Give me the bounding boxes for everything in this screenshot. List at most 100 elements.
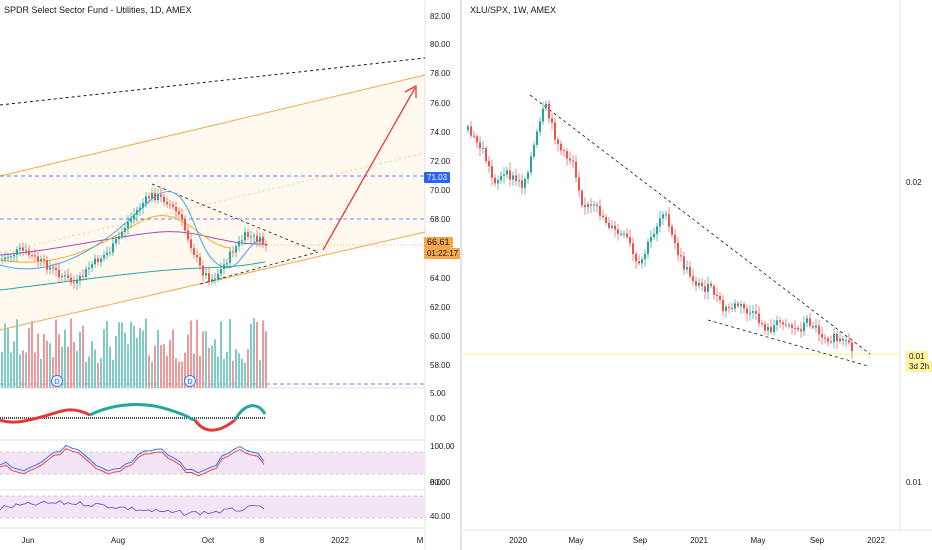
ratio-countdown-tag: 3d 2h	[906, 361, 932, 372]
volume-bar	[121, 322, 123, 388]
left-price-axis: 82.00 80.00 78.00 76.00 74.00 72.00 70.00 68.00…	[430, 12, 455, 521]
ratio-candle-body	[542, 108, 544, 122]
candle-body	[148, 196, 150, 199]
ratio-candle-body	[593, 204, 595, 206]
candle-body	[235, 246, 237, 253]
volume-bar	[118, 322, 120, 388]
momentum-oscillator	[0, 403, 267, 432]
candle-body	[31, 255, 33, 257]
rsi-indicator	[0, 495, 425, 519]
candle-body	[70, 277, 72, 283]
ratio-candle-body	[761, 323, 763, 325]
pane-divider[interactable]	[460, 0, 462, 550]
volume-bar	[217, 356, 219, 388]
ratio-candle-body	[746, 308, 748, 314]
ratio-candle-body	[572, 160, 574, 162]
ratio-candle-body	[848, 340, 850, 343]
candle-body	[49, 267, 51, 270]
stochastic-indicator	[0, 444, 425, 477]
candle-body	[97, 258, 99, 263]
candle-body	[181, 214, 183, 220]
ma-50-line	[0, 215, 231, 263]
last-price-tag: 66.61	[424, 237, 453, 248]
candle-body	[46, 260, 48, 270]
candle-body	[193, 248, 195, 255]
ratio-candle-body	[842, 338, 844, 341]
ratio-candle-body	[476, 136, 478, 143]
channel-upper-line	[0, 74, 426, 177]
ma-200-line	[0, 261, 266, 291]
candle-body	[79, 275, 81, 281]
indicator-axis-label: 5.00	[430, 389, 446, 398]
volume-bar	[61, 346, 63, 388]
ratio-lower-trendline	[707, 319, 869, 367]
volume-bar	[34, 352, 36, 388]
volume-bar	[64, 329, 66, 388]
left-chart-pane[interactable]: SPDR Select Sector Fund - Utilities, 1D,…	[0, 0, 460, 550]
volume-bar	[262, 320, 264, 388]
ratio-candle-body	[494, 177, 496, 184]
ratio-candle-body	[851, 342, 853, 352]
volume-bar	[127, 344, 129, 388]
candle-body	[223, 264, 225, 270]
candle-body	[226, 263, 228, 265]
volume-bar	[112, 359, 114, 388]
volume-bar	[142, 330, 144, 388]
ratio-candle-body	[620, 233, 622, 235]
volume-bar	[148, 355, 150, 388]
ratio-candle-body	[488, 161, 490, 167]
ratio-candle-body	[641, 259, 643, 264]
volume-bar	[79, 331, 81, 388]
osc-pos-segment	[89, 403, 196, 422]
ratio-candle-body	[626, 233, 628, 238]
volume-bar	[178, 361, 180, 388]
ratio-last-price-tag: 0.01	[906, 351, 928, 362]
ratio-candle-body	[677, 242, 679, 256]
candle-body	[196, 254, 198, 258]
ratio-candle-body	[503, 174, 505, 176]
ratio-candle-body	[755, 311, 757, 314]
candle-body	[121, 231, 123, 237]
candle-body	[145, 196, 147, 204]
price-axis-label: 58.00	[430, 361, 451, 370]
volume-bar	[211, 345, 213, 388]
candle-body	[40, 259, 42, 262]
ratio-candle-body	[701, 282, 703, 287]
price-axis-label: 78.00	[430, 69, 451, 78]
candle-body	[169, 204, 171, 206]
ratio-candle-body	[530, 156, 532, 173]
ratio-candle-body	[536, 131, 538, 145]
candle-body	[217, 273, 219, 279]
ratio-candle-body	[713, 286, 715, 295]
candle-body	[130, 218, 132, 223]
ratio-candle-body	[656, 226, 658, 234]
dividend-label: D	[54, 379, 59, 386]
candle-body	[43, 259, 45, 261]
candle-body	[202, 265, 204, 276]
volume-bar	[154, 345, 156, 388]
ratio-candle-body	[773, 325, 775, 333]
candle-body	[259, 236, 261, 243]
ratio-candle-body	[689, 267, 691, 277]
channel-fill	[0, 75, 425, 330]
ratio-candle-body	[683, 256, 685, 270]
volume-bar	[163, 344, 165, 388]
ma-100-line	[0, 231, 266, 256]
left-chart-title: SPDR Select Sector Fund - Utilities, 1D,…	[4, 5, 192, 15]
ratio-candle-body	[785, 324, 787, 326]
ratio-candle-body	[707, 283, 709, 292]
volume-bar	[16, 319, 18, 388]
right-chart-canvas[interactable]: 0.02 0.01 2020 May Sep 2021 May Sep 2022	[462, 0, 932, 550]
candle-body	[58, 269, 60, 278]
volume-bar	[37, 333, 39, 388]
highlight-price-tag: 71.03	[424, 172, 451, 183]
candle-body	[139, 207, 141, 210]
right-chart-pane[interactable]: XLU/SPX, 1W, AMEX 0.02 0.01 2020 May Sep 202…	[462, 0, 932, 550]
ratio-candle-body	[776, 320, 778, 326]
volume-bar	[196, 319, 198, 388]
candle-body	[205, 273, 207, 276]
volume-bar	[265, 331, 267, 388]
volume-bar	[88, 356, 90, 388]
candle-body	[229, 251, 231, 264]
